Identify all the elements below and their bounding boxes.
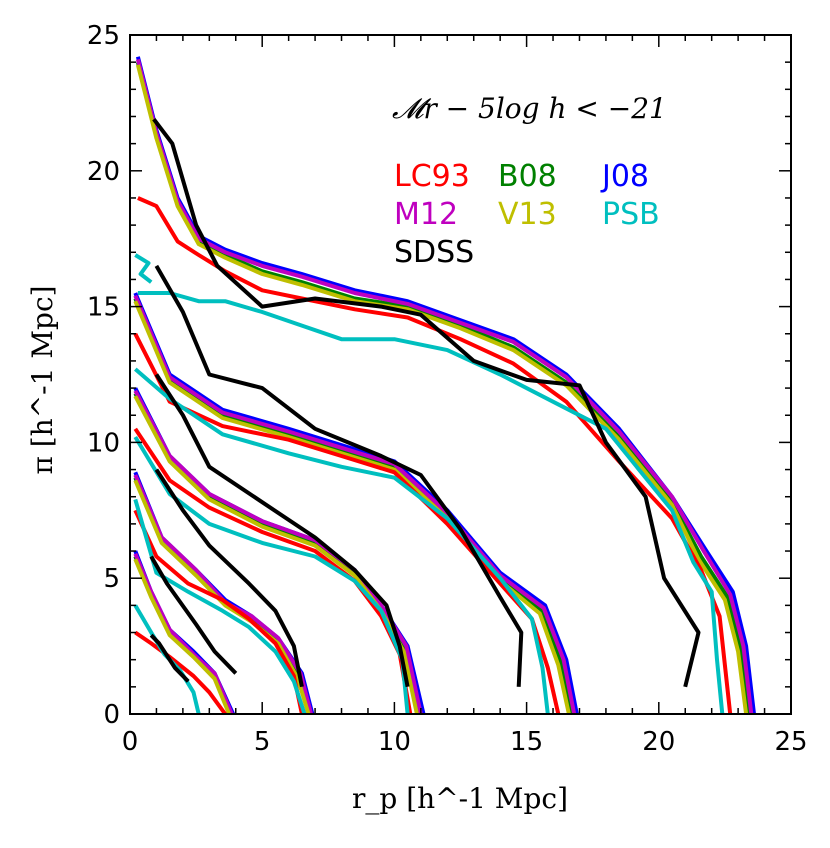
series-line-sdss-0: [149, 633, 190, 683]
y-tick-label: 5: [103, 564, 120, 594]
y-tick-label: 25: [87, 21, 120, 51]
tick-labels: 0 5 10 15 20 25 0 5 10 15 20 25: [87, 21, 808, 757]
legend-label-sdss: SDSS: [394, 235, 474, 270]
x-tick-label: 25: [774, 727, 807, 757]
legend-label-v13: V13: [498, 197, 557, 232]
series-line-lc93-1: [133, 509, 304, 715]
legend: LC93 B08 J08 M12 V13 PSB SDSS: [394, 159, 660, 270]
series-line-m12-0: [133, 553, 234, 715]
series-line-sdss-3: [154, 373, 410, 688]
legend-label-j08: J08: [600, 159, 649, 194]
plot-lines: [133, 56, 756, 716]
series-line-sdss-1: [149, 555, 238, 675]
x-tick-label: 10: [378, 727, 411, 757]
x-tick-label: 0: [122, 727, 139, 757]
y-tick-label: 0: [103, 700, 120, 730]
series-line-sdss-5: [152, 117, 701, 688]
series-line-psb-3: [133, 367, 550, 715]
y-tick-label: 20: [87, 157, 120, 187]
series-line-sdss-4: [154, 264, 524, 687]
series-line-v13-4: [135, 64, 749, 715]
x-tick-label: 15: [510, 727, 543, 757]
legend-label-b08: B08: [498, 159, 557, 194]
y-tick-label: 10: [87, 428, 120, 458]
series-line-psb-2: [133, 435, 410, 715]
x-tick-label: 5: [254, 727, 271, 757]
series-line-m12-4: [135, 58, 754, 715]
series-line-v13-0: [133, 558, 231, 715]
plot-frame: [129, 34, 792, 715]
legend-label-psb: PSB: [602, 197, 660, 232]
legend-label-m12: M12: [394, 197, 458, 232]
y-tick-label: 15: [87, 293, 120, 323]
series-line-m12-2: [133, 389, 423, 715]
x-axis-label: r_p [h^-1 Mpc]: [352, 782, 568, 815]
annotation-text: 𝓜r − 5log h < −21: [392, 92, 667, 125]
series-line-psb_small_fragment-0: [134, 253, 153, 284]
axis-ticks: [129, 34, 792, 715]
y-axis-label: π [h^-1 Mpc]: [26, 285, 59, 474]
series-line-v13-3: [133, 300, 571, 715]
series-line-m12-1: [133, 474, 314, 715]
legend-label-lc93: LC93: [394, 159, 470, 194]
series-line-sdss-2: [154, 468, 304, 688]
x-tick-label: 20: [642, 727, 675, 757]
series-line-lc93-0: [134, 630, 227, 716]
